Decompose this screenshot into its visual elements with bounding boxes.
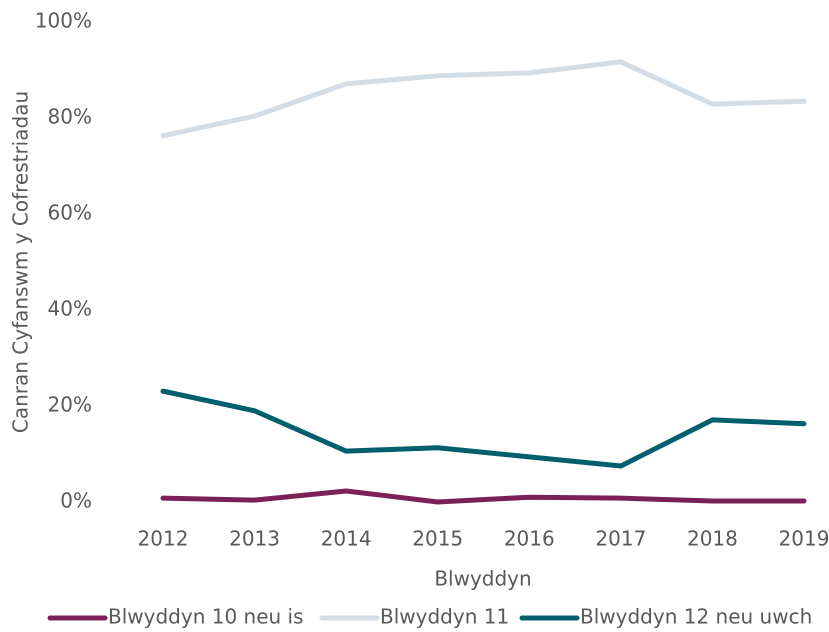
y-tick-label: 100% <box>35 9 92 33</box>
x-tick-label: 2015 <box>412 527 463 551</box>
x-tick-label: 2017 <box>595 527 646 551</box>
series-line <box>160 388 807 469</box>
legend-label: Blwyddyn 12 neu uwch <box>580 605 812 629</box>
x-tick-label: 2016 <box>504 527 555 551</box>
y-tick-label: 60% <box>48 201 92 225</box>
y-tick-label: 80% <box>48 105 92 129</box>
y-tick-label: 20% <box>48 393 92 417</box>
y-tick-label: 40% <box>48 297 92 321</box>
x-tick-label: 2019 <box>779 527 829 551</box>
x-axis-label: Blwyddyn <box>434 567 531 591</box>
y-tick-label: 0% <box>60 489 92 513</box>
x-tick-label: 2013 <box>229 527 280 551</box>
x-tick-label: 2014 <box>321 527 372 551</box>
legend-label: Blwyddyn 10 neu is <box>108 605 304 629</box>
series-line <box>160 488 807 505</box>
x-tick-label: 2012 <box>138 527 189 551</box>
y-axis-label: Canran Cyfanswm y Cofrestriadau <box>9 91 33 433</box>
x-tick-label: 2018 <box>687 527 738 551</box>
series-line <box>160 59 807 139</box>
legend-label: Blwyddyn 11 <box>380 605 509 629</box>
